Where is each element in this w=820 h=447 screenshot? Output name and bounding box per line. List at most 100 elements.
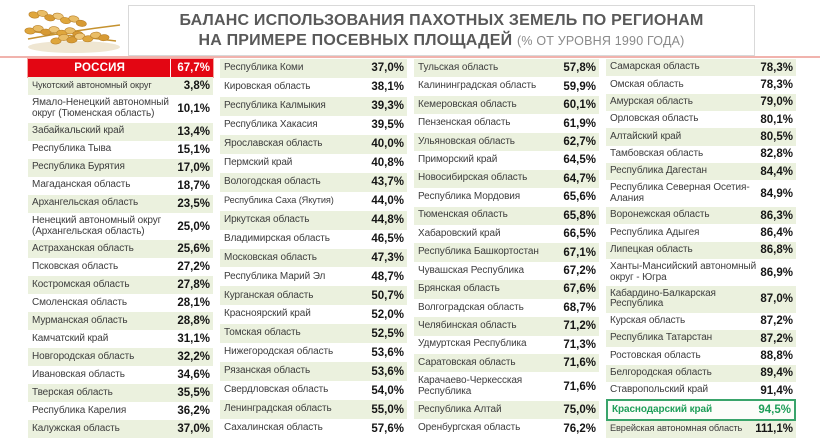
region-name: Республика Коми: [224, 62, 304, 74]
region-value: 67,2%: [563, 265, 596, 278]
region-name: Республика Татарстан: [610, 332, 713, 344]
table-row: Тульская область 57,8%: [414, 59, 599, 78]
region-value: 78,3%: [760, 61, 793, 74]
region-name: РОССИЯ: [74, 61, 126, 74]
region-value: 34,6%: [177, 369, 210, 382]
region-name: Тамбовская область: [610, 147, 704, 159]
region-value: 62,7%: [563, 135, 596, 148]
slide-title-line2: НА ПРИМЕРЕ ПОСЕВНЫХ ПЛОЩАДЕЙ (% ОТ УРОВН…: [198, 31, 684, 50]
table-row: Забайкальский край 13,4%: [28, 122, 213, 141]
region-value: 87,2%: [760, 332, 793, 345]
region-name: Республика Мордовия: [418, 190, 521, 202]
table-row: Республика Адыгея 86,4%: [606, 224, 796, 242]
region-name: Республика Северная Осетия-Алания: [610, 181, 750, 204]
table-row: Республика Алтай 75,0%: [414, 401, 599, 420]
region-name: Ханты-Мансийский автономный округ - Югра: [610, 260, 757, 283]
table-row: Республика Калмыкия 39,3%: [220, 96, 407, 116]
table-row: Саратовская область 71,6%: [414, 354, 599, 373]
region-name: Вологодская область: [224, 175, 321, 187]
table-row: Иркутская область 44,8%: [220, 210, 407, 230]
table-row: Курганская область 50,7%: [220, 286, 407, 306]
table-row: Красноярский край 52,0%: [220, 305, 407, 325]
table-column-1: РОССИЯ 67,7% Чукотский автономный округ 3,8…: [27, 58, 214, 439]
slide-title-box: БАЛАНС ИСПОЛЬЗОВАНИЯ ПАХОТНЫХ ЗЕМЕЛЬ ПО …: [128, 5, 755, 56]
table-row: Ленинградская область 55,0%: [220, 400, 407, 420]
region-name: Свердловская область: [224, 384, 329, 396]
region-value: 27,2%: [177, 261, 210, 274]
region-value: 44,0%: [371, 195, 404, 208]
region-value: 50,7%: [371, 289, 404, 302]
table-row: Республика Тыва 15,1%: [28, 140, 213, 159]
region-value: 71,6%: [563, 380, 596, 393]
table-row: Оренбургская область 76,2%: [414, 419, 599, 438]
region-value: 80,5%: [760, 130, 793, 143]
region-value: 84,9%: [760, 187, 793, 200]
region-value: 80,1%: [760, 113, 793, 126]
table-row: Воронежская область 86,3%: [606, 207, 796, 225]
region-value: 79,0%: [760, 96, 793, 109]
region-value: 75,0%: [563, 404, 596, 417]
table-column-3: Тульская область 57,8% Калининградская обл…: [414, 59, 599, 438]
table-row: Республика Коми 37,0%: [220, 59, 407, 78]
region-name: Республика Башкортостан: [418, 246, 539, 258]
region-value: 86,3%: [760, 209, 793, 222]
table-row: Республика Башкортостан 67,1%: [414, 243, 599, 262]
table-row: Ненецкий автономный округ (Архангельская…: [28, 212, 213, 241]
region-value: 15,1%: [177, 143, 210, 156]
table-row: Ростовская область 88,8%: [606, 347, 796, 365]
table-row: Республика Северная Осетия-Алания 84,9%: [606, 180, 796, 208]
table-row: Ямало-Ненецкий автономный округ (Тюменск…: [28, 94, 213, 123]
region-name: Мурманская область: [32, 314, 128, 326]
region-name: Ивановская область: [32, 368, 125, 380]
region-name: Республика Бурятия: [32, 161, 125, 173]
region-name: Московская область: [224, 251, 317, 263]
table-row: Республика Бурятия 17,0%: [28, 158, 213, 177]
region-name: Калужская область: [32, 422, 120, 434]
table-row: Кабардино-Балкарская Республика 87,0%: [606, 285, 796, 313]
region-name: Кировская область: [224, 81, 311, 93]
table-row: Алтайский край 80,5%: [606, 128, 796, 146]
table-row: Амурская область 79,0%: [606, 93, 796, 111]
region-name: Пермский край: [224, 156, 293, 168]
table-row: Еврейская автономная область 111,1%: [606, 420, 796, 439]
region-value: 87,2%: [760, 315, 793, 328]
region-name: Еврейская автономная область: [610, 423, 743, 434]
region-name: Иркутская область: [224, 213, 310, 225]
region-value: 28,1%: [177, 297, 210, 310]
region-name: Орловская область: [610, 113, 699, 125]
region-name: Оренбургская область: [418, 422, 521, 434]
region-value: 32,2%: [177, 351, 210, 364]
table-row: Республика Мордовия 65,6%: [414, 188, 599, 207]
region-value: 10,1%: [177, 102, 210, 115]
region-name: Тульская область: [418, 61, 499, 73]
table-row: Нижегородская область 53,6%: [220, 343, 407, 363]
region-value: 53,6%: [371, 346, 404, 359]
table-row: Республика Дагестан 84,4%: [606, 162, 796, 181]
table-row: Брянская область 67,6%: [414, 280, 599, 299]
region-value: 13,4%: [177, 125, 210, 138]
region-name: Новгородская область: [32, 350, 135, 362]
region-value: 61,9%: [563, 117, 596, 130]
region-name: Ростовская область: [610, 349, 701, 361]
region-value: 94,5%: [758, 404, 791, 417]
region-value: 39,3%: [371, 100, 404, 113]
regions-table: РОССИЯ 67,7% Чукотский автономный округ 3,8…: [27, 58, 796, 439]
region-value: 53,6%: [371, 365, 404, 378]
region-name: Томская область: [224, 327, 301, 339]
region-value: 67,6%: [563, 283, 596, 296]
table-row: Чукотский автономный округ 3,8%: [28, 76, 213, 95]
region-name: Чувашская Республика: [418, 264, 524, 276]
region-value: 60,1%: [563, 99, 596, 112]
region-value: 48,7%: [371, 270, 404, 283]
table-row: Карачаево-Черкесская Республика 71,6%: [414, 372, 599, 402]
region-name: Курская область: [610, 315, 686, 327]
region-name: Алтайский край: [610, 130, 682, 142]
table-row: Владимирская область 46,5%: [220, 229, 407, 249]
region-value: 52,0%: [371, 308, 404, 321]
region-value: 64,5%: [563, 154, 596, 167]
russia-total-row: РОССИЯ 67,7%: [27, 58, 214, 78]
table-row: Костромская область 27,8%: [28, 276, 213, 295]
table-row: Рязанская область 53,6%: [220, 362, 407, 382]
table-row: Псковская область 27,2%: [28, 258, 213, 277]
region-name: Республика Адыгея: [610, 226, 700, 238]
